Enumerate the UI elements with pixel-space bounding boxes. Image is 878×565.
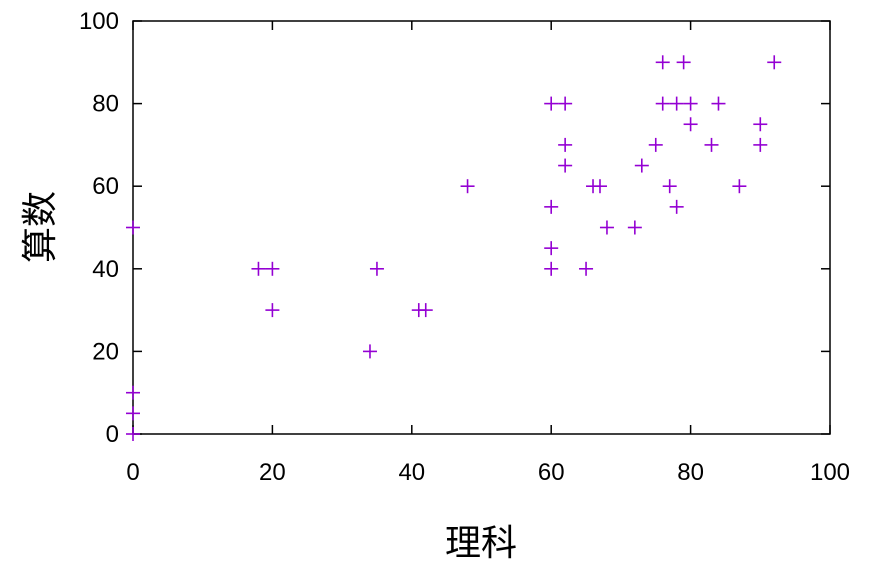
data-point bbox=[669, 199, 684, 214]
x-tick-label: 60 bbox=[538, 459, 565, 486]
data-point bbox=[126, 220, 140, 235]
data-points bbox=[126, 55, 782, 441]
data-point bbox=[683, 117, 698, 132]
x-tick-label: 100 bbox=[810, 459, 850, 486]
data-point bbox=[676, 55, 691, 70]
data-point bbox=[126, 406, 140, 421]
data-point bbox=[655, 96, 670, 111]
data-point bbox=[558, 158, 573, 173]
data-point bbox=[648, 137, 663, 152]
data-point bbox=[558, 137, 573, 152]
data-point bbox=[579, 261, 594, 276]
x-tick-label: 20 bbox=[259, 459, 286, 486]
data-point bbox=[592, 179, 607, 194]
data-point bbox=[544, 96, 559, 111]
data-point bbox=[418, 303, 433, 318]
data-point bbox=[369, 261, 384, 276]
data-point bbox=[711, 96, 726, 111]
data-point bbox=[544, 241, 559, 256]
data-point bbox=[634, 158, 649, 173]
data-point bbox=[558, 96, 573, 111]
y-tick-label: 0 bbox=[106, 421, 119, 448]
data-point bbox=[753, 137, 768, 152]
y-axis-label: 算数 bbox=[20, 191, 61, 263]
y-tick-label: 60 bbox=[92, 173, 119, 200]
data-point bbox=[460, 179, 475, 194]
data-point bbox=[265, 261, 280, 276]
data-point bbox=[544, 261, 559, 276]
data-point bbox=[683, 96, 698, 111]
x-tick-label: 40 bbox=[398, 459, 425, 486]
data-point bbox=[544, 199, 559, 214]
plot-frame bbox=[132, 20, 831, 435]
data-point bbox=[767, 55, 782, 70]
x-tick-label: 0 bbox=[126, 459, 139, 486]
x-tick-label: 80 bbox=[677, 459, 704, 486]
y-tick-label: 100 bbox=[79, 8, 119, 35]
data-point bbox=[732, 179, 747, 194]
data-point bbox=[599, 220, 614, 235]
data-point bbox=[265, 303, 280, 318]
data-point bbox=[662, 179, 677, 194]
data-point bbox=[753, 117, 768, 132]
x-axis-label: 理科 bbox=[445, 523, 517, 564]
data-point bbox=[669, 96, 684, 111]
data-point bbox=[126, 385, 140, 400]
data-point bbox=[126, 427, 140, 441]
data-point bbox=[627, 220, 642, 235]
y-tick-label: 40 bbox=[92, 256, 119, 283]
y-tick-label: 80 bbox=[92, 91, 119, 118]
data-point bbox=[362, 344, 377, 359]
data-point bbox=[704, 137, 719, 152]
data-point bbox=[655, 55, 670, 70]
data-point bbox=[251, 261, 266, 276]
x-axis-ticks: 0 20 40 60 80 100 bbox=[126, 21, 850, 486]
y-axis-ticks: 0 20 40 60 80 100 bbox=[79, 8, 830, 448]
y-tick-label: 20 bbox=[92, 338, 119, 365]
